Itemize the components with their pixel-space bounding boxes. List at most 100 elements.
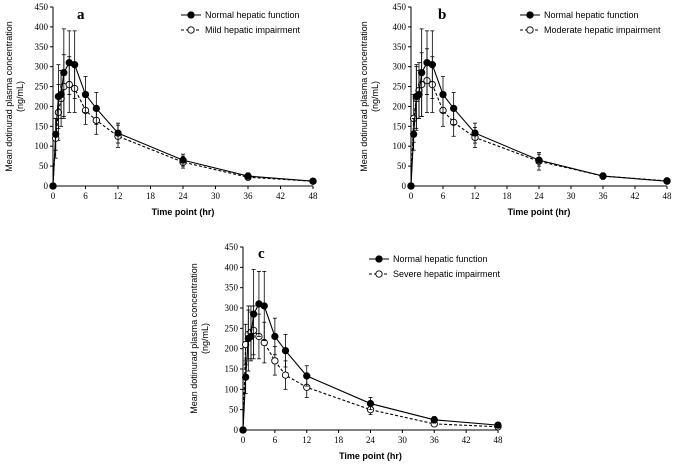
x-tick-label: 24 bbox=[179, 191, 189, 201]
x-axis-label: Time point (hr) bbox=[152, 207, 215, 217]
x-tick-label: 48 bbox=[494, 435, 504, 445]
x-tick-label: 42 bbox=[631, 191, 640, 201]
x-tick-label: 30 bbox=[567, 191, 577, 201]
y-tick-label: 400 bbox=[393, 22, 407, 32]
y-axis-label-line: Mean dotinurad plasma concentration bbox=[359, 21, 369, 172]
y-tick-label: 100 bbox=[225, 384, 239, 394]
x-tick-label: 24 bbox=[535, 191, 545, 201]
y-tick-label: 250 bbox=[35, 82, 49, 92]
series-impairment bbox=[407, 48, 671, 190]
data-point-filled bbox=[244, 172, 252, 180]
x-tick-label: 0 bbox=[241, 435, 246, 445]
x-tick-label: 12 bbox=[302, 435, 311, 445]
x-axis-label: Time point (hr) bbox=[508, 207, 571, 217]
chart-panel-b: 0 50 100 150 200 250 300 350 400 450 0 6 12 18 24 30 36 4… bbox=[359, 2, 672, 217]
x-tick-label: 18 bbox=[146, 191, 156, 201]
data-point-filled bbox=[281, 347, 290, 355]
data-point-filled bbox=[428, 61, 436, 69]
data-point-open bbox=[281, 371, 290, 379]
legend-label: Severe hepatic impairment bbox=[393, 269, 501, 279]
data-point-filled bbox=[247, 332, 255, 341]
data-point-filled bbox=[418, 68, 426, 77]
legend-marker bbox=[187, 11, 195, 19]
x-tick-label: 0 bbox=[51, 191, 56, 201]
data-point-filled bbox=[60, 68, 68, 77]
x-tick-label: 30 bbox=[211, 191, 221, 201]
y-tick-label: 150 bbox=[35, 121, 49, 131]
legend-label: Mild hepatic impairment bbox=[205, 25, 301, 35]
series-normal bbox=[49, 28, 317, 190]
y-tick-label: 450 bbox=[35, 2, 49, 12]
legend: Normal hepatic function Severe hepatic im… bbox=[369, 254, 501, 279]
data-point-filled bbox=[49, 182, 57, 190]
y-tick-label: 200 bbox=[393, 101, 407, 111]
data-point-filled bbox=[430, 416, 438, 424]
x-axis-label: Time point (hr) bbox=[339, 451, 402, 461]
legend-label: Normal hepatic function bbox=[205, 10, 300, 20]
y-tick-label: 0 bbox=[402, 181, 407, 191]
y-tick-label: 350 bbox=[225, 283, 239, 293]
legend: Normal hepatic function Moderate hepatic … bbox=[520, 10, 661, 35]
y-tick-label: 300 bbox=[225, 303, 239, 313]
data-point-filled bbox=[114, 129, 122, 137]
y-tick-label: 350 bbox=[35, 42, 49, 52]
y-tick-label: 400 bbox=[35, 22, 49, 32]
x-tick-label: 6 bbox=[441, 191, 446, 201]
y-tick-label: 50 bbox=[397, 161, 407, 171]
y-tick-label: 350 bbox=[393, 42, 407, 52]
x-tick-label: 48 bbox=[663, 191, 673, 201]
x-tick-label: 12 bbox=[114, 191, 123, 201]
panel-letter: a bbox=[77, 7, 85, 23]
y-tick-label: 100 bbox=[393, 141, 407, 151]
y-axis-label-line: Mean dotinurad plasma concentration bbox=[4, 21, 14, 172]
y-tick-label: 0 bbox=[44, 181, 49, 191]
y-axis-label: Mean dotinurad plasma concentration(ng/m… bbox=[4, 21, 25, 172]
y-axis-label-line: (ng/mL) bbox=[200, 323, 210, 354]
y-tick-label: 250 bbox=[225, 323, 239, 333]
y-tick-label: 150 bbox=[225, 364, 239, 374]
data-point-filled bbox=[309, 177, 317, 185]
x-tick-label: 36 bbox=[599, 191, 609, 201]
legend-marker bbox=[526, 26, 534, 34]
legend-marker bbox=[375, 255, 383, 263]
data-point-open bbox=[271, 357, 279, 365]
y-tick-label: 300 bbox=[35, 62, 49, 72]
series-normal bbox=[407, 28, 671, 190]
data-point-filled bbox=[439, 90, 447, 99]
data-point-filled bbox=[92, 104, 100, 113]
data-point-filled bbox=[249, 310, 258, 318]
data-point-filled bbox=[271, 332, 279, 341]
y-axis-label-line: (ng/mL) bbox=[370, 81, 380, 112]
panel-letter: c bbox=[258, 246, 265, 262]
y-tick-label: 50 bbox=[229, 405, 239, 415]
y-axis-label: Mean dotinurad plasma concentration(ng/m… bbox=[359, 21, 380, 172]
x-tick-label: 36 bbox=[430, 435, 440, 445]
y-tick-label: 0 bbox=[234, 425, 239, 435]
legend-marker bbox=[375, 270, 383, 278]
x-tick-label: 30 bbox=[398, 435, 408, 445]
x-tick-label: 24 bbox=[366, 435, 376, 445]
data-point-filled bbox=[494, 421, 502, 429]
series-impairment bbox=[239, 305, 502, 434]
legend-marker bbox=[526, 11, 534, 19]
x-tick-label: 42 bbox=[462, 435, 471, 445]
y-axis-label-line: (ng/mL) bbox=[15, 81, 25, 112]
x-tick-label: 6 bbox=[83, 191, 88, 201]
data-point-filled bbox=[415, 90, 423, 99]
x-tick-label: 18 bbox=[334, 435, 344, 445]
chart-panel-a: 0 50 100 150 200 250 300 350 400 450 0 6 12 18 24 30 36 4… bbox=[4, 2, 318, 217]
x-tick-label: 36 bbox=[244, 191, 254, 201]
legend-label: Normal hepatic function bbox=[393, 254, 488, 264]
y-tick-label: 150 bbox=[393, 121, 407, 131]
y-tick-label: 200 bbox=[225, 344, 239, 354]
data-point-filled bbox=[260, 302, 268, 310]
x-tick-label: 18 bbox=[503, 191, 513, 201]
data-point-filled bbox=[81, 90, 90, 99]
legend-label: Moderate hepatic impairment bbox=[544, 25, 661, 35]
y-tick-label: 100 bbox=[35, 141, 49, 151]
chart-panel-c: 0 50 100 150 200 250 300 350 400 450 0 6 12 18 24 30 36 4… bbox=[189, 242, 503, 461]
panel-letter: b bbox=[438, 7, 446, 23]
x-tick-label: 12 bbox=[471, 191, 480, 201]
series-impairment bbox=[49, 54, 317, 190]
